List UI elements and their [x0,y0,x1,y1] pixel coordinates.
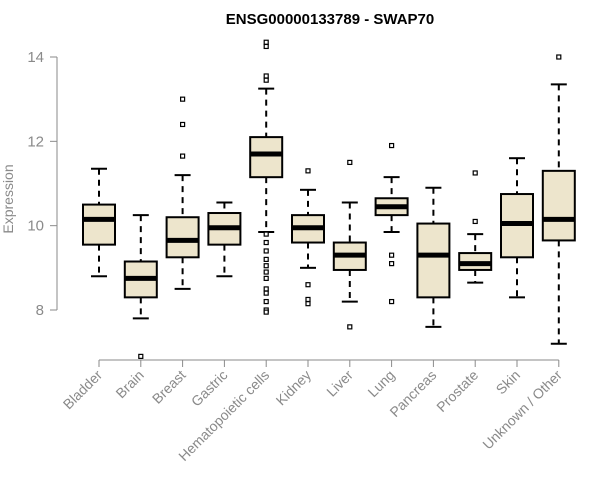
outlier-point [263,286,269,292]
box-group [416,186,451,328]
y-axis-label: Expression [0,164,16,233]
y-tick-label: 8 [36,302,44,319]
outlier-point [305,282,311,288]
y-tick-label: 14 [27,49,44,66]
outlier-point [180,153,186,159]
box-group [249,39,284,315]
outlier-point [472,218,478,225]
box-group [500,157,534,299]
outlier-point [263,239,269,246]
box [165,216,200,259]
x-tick-label: Kidney [273,367,315,409]
outlier-point [138,353,144,359]
box-group [207,201,242,278]
outlier-point [180,96,186,102]
x-tick-label: Breast [149,367,189,407]
outlier-point [263,73,269,79]
chart-title: ENSG00000133789 - SWAP70 [226,11,434,28]
box-group [291,168,325,307]
outlier-point [263,39,269,45]
outlier-point [305,301,311,307]
outlier-point [263,43,269,50]
y-tick-label: 12 [27,133,44,150]
outlier-point [263,256,269,262]
box-group [82,167,116,278]
outlier-point [389,252,395,258]
outlier-point [263,275,269,281]
box-group [123,214,158,359]
x-tick-label: Brain [112,367,146,401]
box [249,136,284,179]
outlier-point [347,159,353,166]
box-group [374,142,409,305]
outlier-point [263,263,269,269]
box-group [458,170,493,284]
outlier-point [556,54,562,60]
box [416,222,451,299]
box [82,203,116,246]
outlier-point [389,142,395,149]
x-tick-label: Bladder [60,367,106,413]
box-group [165,96,200,290]
x-tick-label: Lung [364,367,397,400]
outlier-point [263,269,269,275]
outlier-point [263,231,269,237]
x-tick-label: Liver [323,367,356,400]
outlier-point [389,261,395,267]
x-tick-label: Unknown / Other [479,367,565,453]
outlier-point [263,309,269,315]
outlier-point [472,170,478,176]
outlier-point [389,298,395,305]
y-axis: 8 10 12 14 [27,49,58,319]
x-tick-label: Prostate [433,367,481,415]
outlier-point [305,296,311,303]
y-tick-label: 10 [27,218,44,235]
boxes-layer [82,39,576,359]
box [541,169,576,242]
x-tick-label: Skin [493,367,524,398]
outlier-point [263,248,269,254]
box-group [541,54,576,345]
outlier-point [263,298,269,305]
outlier-point [263,77,269,83]
outlier-point [305,168,311,174]
outlier-point [347,324,353,330]
outlier-point [180,121,186,128]
outlier-point [263,290,269,296]
box-group [332,159,367,330]
